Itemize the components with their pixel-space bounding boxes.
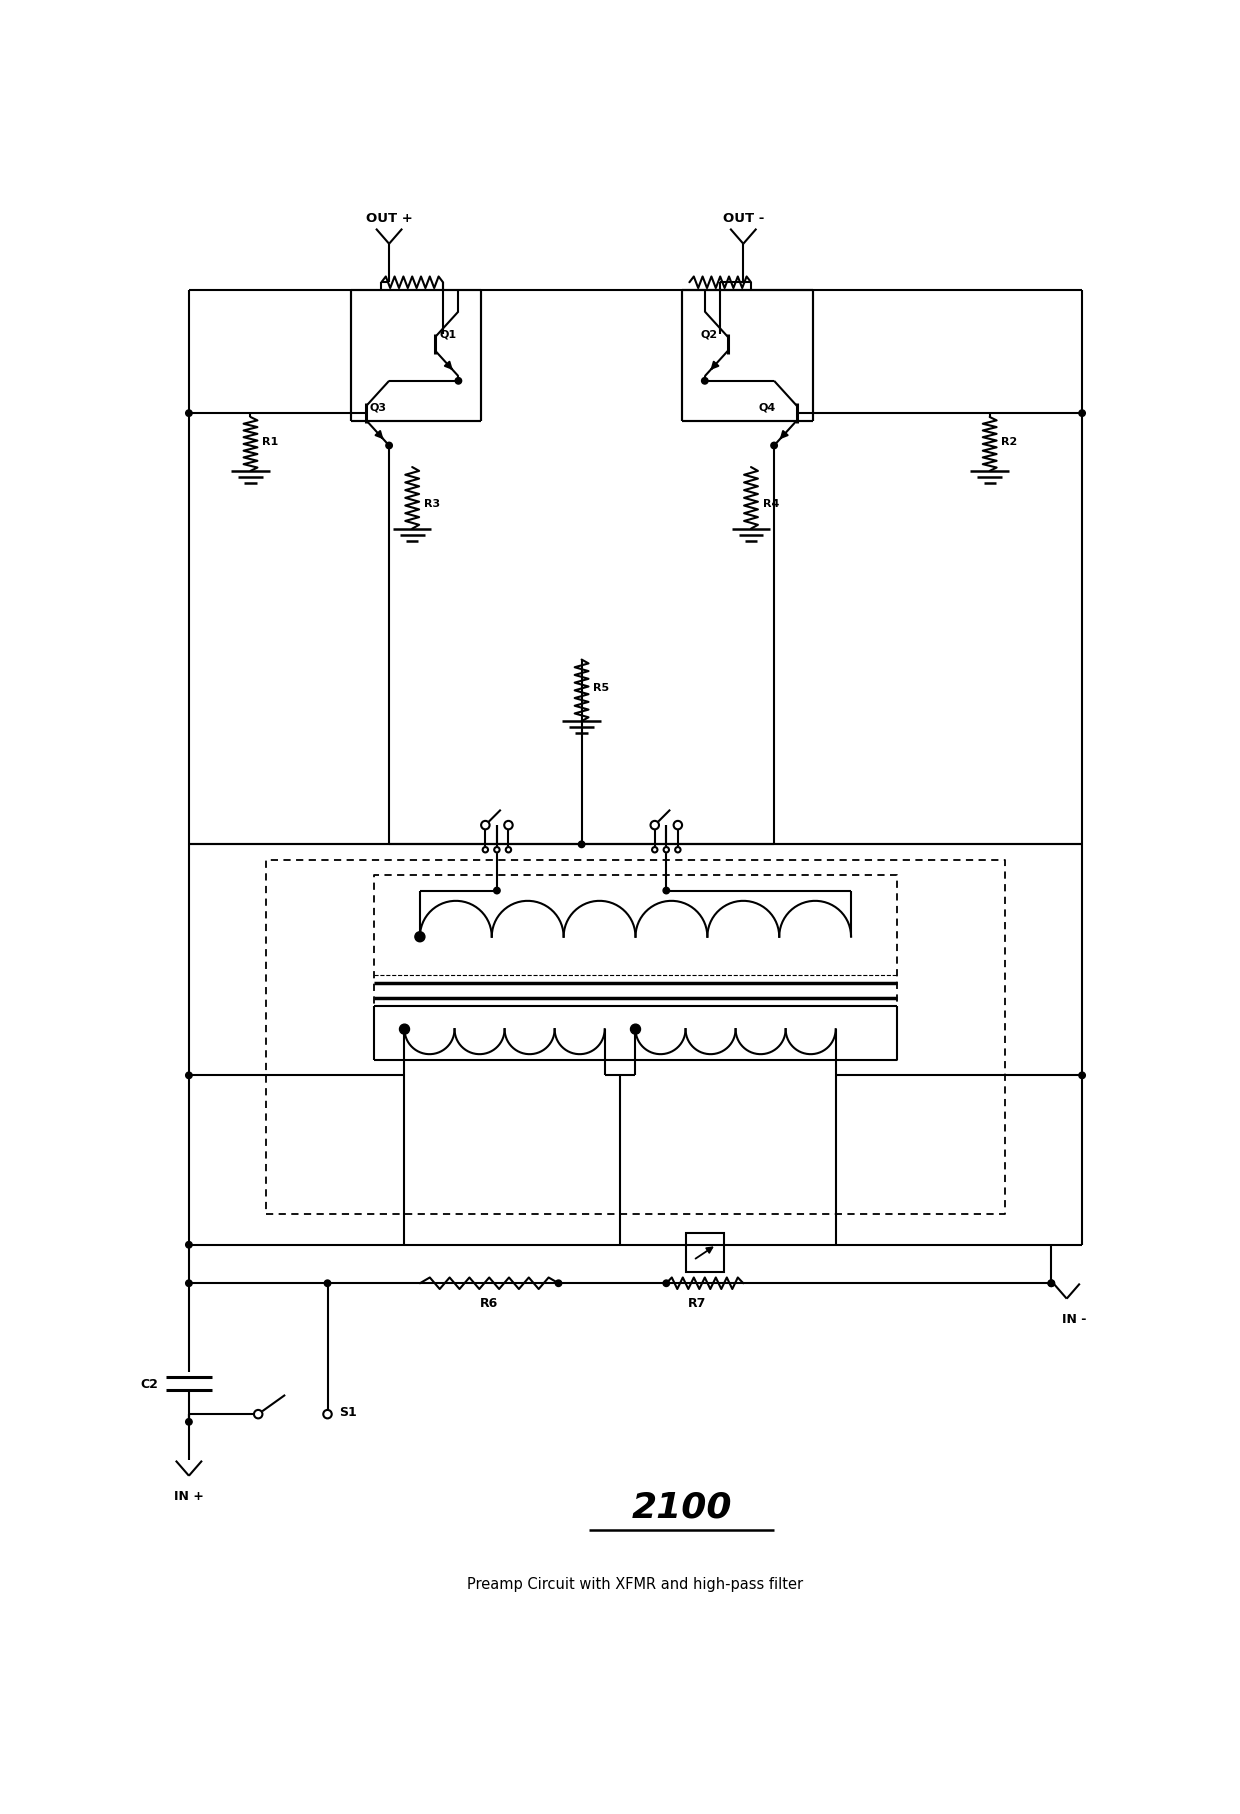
Circle shape <box>415 932 425 941</box>
Circle shape <box>186 1419 192 1426</box>
Text: Q4: Q4 <box>759 403 776 412</box>
Circle shape <box>673 822 682 829</box>
Text: R5: R5 <box>593 684 609 693</box>
Circle shape <box>702 379 708 385</box>
Text: S1: S1 <box>339 1406 357 1419</box>
Text: R6: R6 <box>480 1297 498 1310</box>
Circle shape <box>506 847 511 853</box>
Text: OUT -: OUT - <box>723 212 764 225</box>
Circle shape <box>186 1281 192 1286</box>
Text: C2: C2 <box>140 1377 159 1390</box>
Circle shape <box>186 410 192 417</box>
Text: 2100: 2100 <box>631 1489 732 1524</box>
Text: R1: R1 <box>262 437 278 446</box>
Circle shape <box>325 1281 331 1286</box>
Circle shape <box>455 379 461 385</box>
Circle shape <box>386 443 392 450</box>
Text: Q2: Q2 <box>701 328 718 339</box>
Circle shape <box>663 1281 670 1286</box>
Circle shape <box>630 1025 641 1034</box>
Circle shape <box>254 1409 263 1419</box>
Text: R4: R4 <box>763 499 779 508</box>
Text: R3: R3 <box>424 499 440 508</box>
Circle shape <box>771 443 777 450</box>
Text: Preamp Circuit with XFMR and high-pass filter: Preamp Circuit with XFMR and high-pass f… <box>467 1576 804 1591</box>
Circle shape <box>495 847 500 853</box>
Circle shape <box>186 1243 192 1248</box>
Circle shape <box>675 847 681 853</box>
Circle shape <box>494 887 500 894</box>
Circle shape <box>481 822 490 829</box>
Circle shape <box>578 842 585 849</box>
Text: Q3: Q3 <box>370 403 387 412</box>
Circle shape <box>651 822 658 829</box>
Circle shape <box>663 887 670 894</box>
Bar <box>686 1234 724 1272</box>
Text: OUT +: OUT + <box>366 212 413 225</box>
Circle shape <box>324 1409 332 1419</box>
Circle shape <box>663 847 670 853</box>
Circle shape <box>1048 1281 1054 1286</box>
Circle shape <box>556 1281 562 1286</box>
Text: R2: R2 <box>1001 437 1018 446</box>
Circle shape <box>186 1072 192 1079</box>
Text: Q1: Q1 <box>439 328 456 339</box>
Text: IN -: IN - <box>1063 1312 1086 1324</box>
Circle shape <box>399 1025 409 1034</box>
Circle shape <box>505 822 512 829</box>
Circle shape <box>1079 1072 1085 1079</box>
Circle shape <box>1048 1281 1054 1286</box>
Circle shape <box>1079 410 1085 417</box>
Text: R7: R7 <box>688 1297 707 1310</box>
Circle shape <box>482 847 489 853</box>
Circle shape <box>652 847 657 853</box>
Text: IN +: IN + <box>174 1489 203 1502</box>
